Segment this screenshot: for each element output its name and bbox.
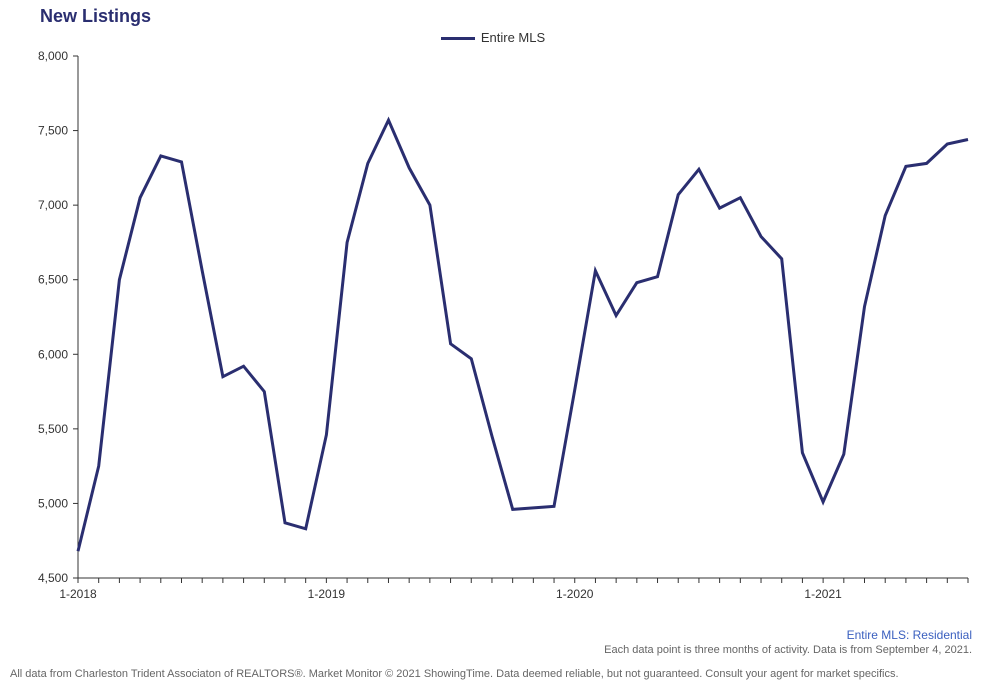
svg-text:6,500: 6,500 bbox=[38, 273, 68, 287]
legend: Entire MLS bbox=[0, 30, 986, 45]
page-footer: All data from Charleston Trident Associa… bbox=[10, 668, 976, 680]
svg-text:7,500: 7,500 bbox=[38, 124, 68, 138]
chart-area: 4,500 5,000 5,500 6,000 6,500 7,000 7,500 8,000… bbox=[0, 48, 986, 608]
series-sublabel: Entire MLS: Residential bbox=[847, 628, 972, 642]
svg-text:4,500: 4,500 bbox=[38, 571, 68, 585]
svg-text:5,000: 5,000 bbox=[38, 496, 68, 510]
legend-label: Entire MLS bbox=[481, 30, 545, 45]
svg-text:1-2020: 1-2020 bbox=[556, 587, 594, 601]
svg-text:6,000: 6,000 bbox=[38, 347, 68, 361]
svg-text:7,000: 7,000 bbox=[38, 198, 68, 212]
chart-title: New Listings bbox=[40, 6, 151, 27]
legend-swatch bbox=[441, 37, 475, 40]
svg-text:1-2019: 1-2019 bbox=[308, 587, 346, 601]
svg-text:8,000: 8,000 bbox=[38, 49, 68, 63]
svg-text:1-2021: 1-2021 bbox=[804, 587, 842, 601]
svg-text:1-2018: 1-2018 bbox=[59, 587, 97, 601]
line-chart: 4,500 5,000 5,500 6,000 6,500 7,000 7,500 8,000… bbox=[0, 48, 986, 608]
svg-text:5,500: 5,500 bbox=[38, 422, 68, 436]
chart-caption: Each data point is three months of activ… bbox=[604, 644, 972, 656]
